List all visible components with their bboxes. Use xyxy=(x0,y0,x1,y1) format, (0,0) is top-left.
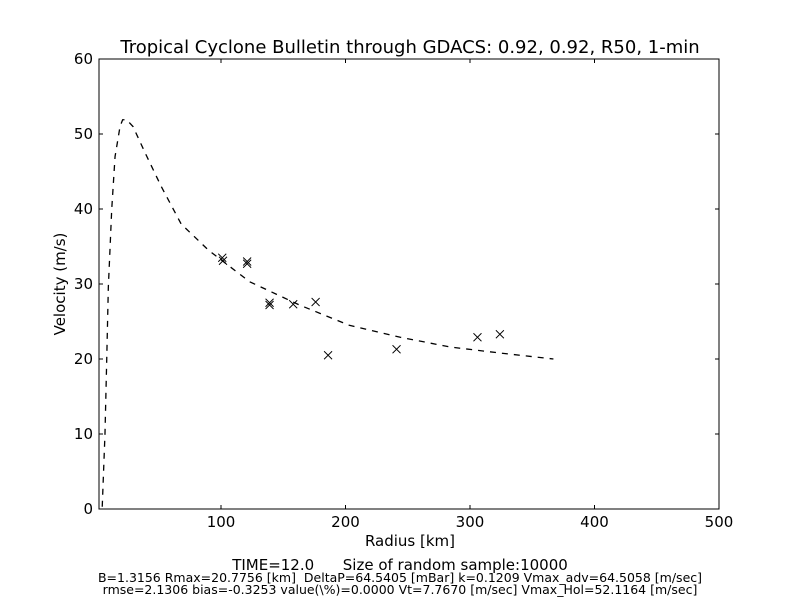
observation-marker xyxy=(392,344,401,354)
observation-marker xyxy=(323,350,333,360)
axis-ticks: 100 200 300 400 500 0 10 20 30 40 50 60 xyxy=(74,50,733,531)
y-tick-label: 60 xyxy=(74,50,93,68)
observation-marker xyxy=(473,332,482,342)
observation-marker xyxy=(217,253,227,263)
observation-marker xyxy=(495,329,505,339)
x-tick-label: 300 xyxy=(456,513,485,531)
x-tick-label: 200 xyxy=(331,513,360,531)
y-tick-label: 10 xyxy=(74,425,93,443)
footer-time-sample: TIME=12.0 Size of random sample:10000 xyxy=(231,556,568,574)
y-tick-label: 40 xyxy=(74,200,93,218)
fitted-profile-line xyxy=(101,119,554,507)
chart-title: Tropical Cyclone Bulletin through GDACS:… xyxy=(119,37,699,58)
observation-marker xyxy=(265,298,274,308)
y-tick-label: 20 xyxy=(74,350,93,368)
y-tick-label: 50 xyxy=(74,125,93,143)
y-tick-label: 0 xyxy=(83,500,93,518)
footer-statistics: rmse=2.1306 bias=-0.3253 value(\%)=0.000… xyxy=(103,582,698,597)
axes-frame xyxy=(98,58,720,510)
plot-marks xyxy=(101,119,554,507)
observation-marker xyxy=(265,300,274,310)
x-tick-label: 400 xyxy=(580,513,609,531)
observation-marker xyxy=(242,259,252,269)
observation-marker xyxy=(311,297,320,307)
y-axis-label: Velocity (m/s) xyxy=(51,233,69,336)
x-tick-label: 500 xyxy=(705,513,734,531)
x-tick-label: 100 xyxy=(207,513,236,531)
x-axis-label: Radius [km] xyxy=(365,532,455,550)
observation-marker xyxy=(288,299,298,309)
y-tick-label: 30 xyxy=(74,275,93,293)
observation-marker xyxy=(242,257,252,266)
footer-parameters: B=1.3156 Rmax=20.7756 [km] DeltaP=64.540… xyxy=(98,570,702,585)
